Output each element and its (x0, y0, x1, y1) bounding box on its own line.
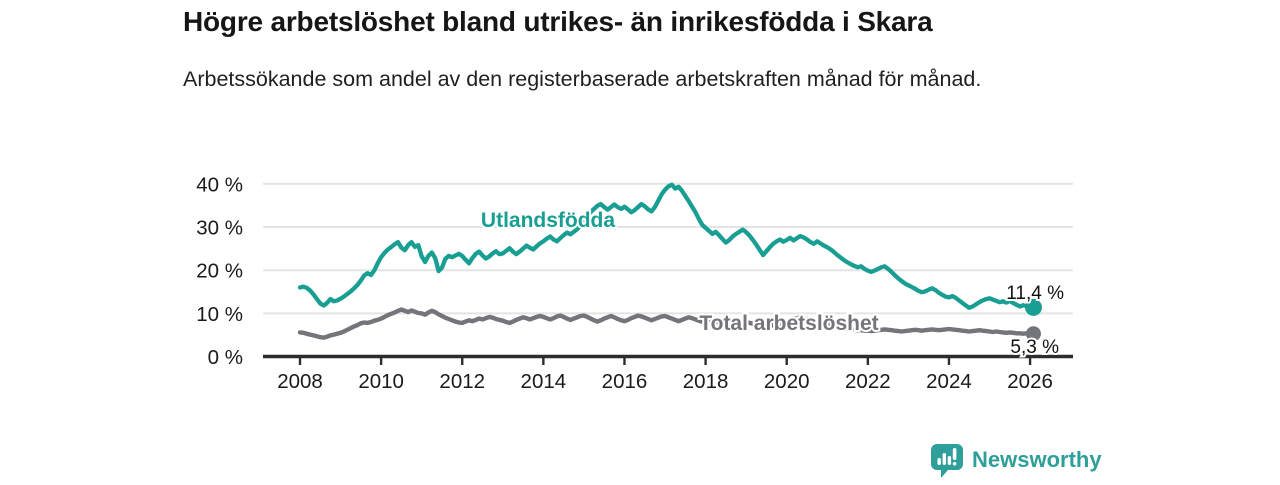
gridlines (263, 182, 1073, 315)
y-tick-label: 10 % (196, 303, 243, 326)
x-tick-label: 2026 (1007, 370, 1053, 393)
x-tick-label: 2008 (277, 370, 323, 393)
x-tick-label: 2022 (845, 370, 891, 393)
end-value-label-total: 5,3 % (1010, 337, 1059, 358)
series-label-utlandsfodda: Utlandsfödda (481, 209, 615, 232)
x-tick-label: 2012 (439, 370, 485, 393)
y-axis-labels: 0 % 10 % 20 % 30 % 40 % (196, 173, 243, 369)
x-tick-label: 2016 (602, 370, 648, 393)
x-tick-label: 2024 (926, 370, 972, 393)
series-end-dot-total (1025, 326, 1041, 342)
x-tick-label: 2010 (358, 370, 404, 393)
series-label-total-arbetsloshet: Total arbetslöshet (699, 312, 878, 335)
series-end-dot-utlandsfodda (1024, 298, 1042, 316)
y-tick-label: 20 % (196, 260, 243, 283)
chart-subtitle: Arbetssökande som andel av den registerb… (183, 67, 982, 91)
chart-title: Högre arbetslöshet bland utrikes- än inr… (183, 6, 933, 37)
x-axis-tick-labels: 2008 2010 2012 2014 2016 2018 2020 2022 2024 2026 (277, 370, 1053, 393)
series-line-total-arbetsloshet (297, 307, 1036, 340)
newsworthy-logo[interactable]: Newsworthy (930, 441, 1102, 479)
newsworthy-chart-bubble-icon (931, 444, 963, 478)
end-value-label-utlandsfodda: 11,4 % (1006, 283, 1064, 304)
x-tick-label: 2020 (764, 370, 810, 393)
x-axis-ticks (298, 356, 1032, 365)
brand-name: Newsworthy (972, 447, 1102, 472)
x-tick-label: 2018 (683, 370, 729, 393)
series-line-utlandsfodda (297, 182, 1036, 310)
y-tick-label: 40 % (196, 173, 243, 196)
y-tick-label: 0 % (208, 346, 243, 369)
x-tick-label: 2014 (521, 370, 567, 393)
y-tick-label: 30 % (196, 217, 243, 240)
